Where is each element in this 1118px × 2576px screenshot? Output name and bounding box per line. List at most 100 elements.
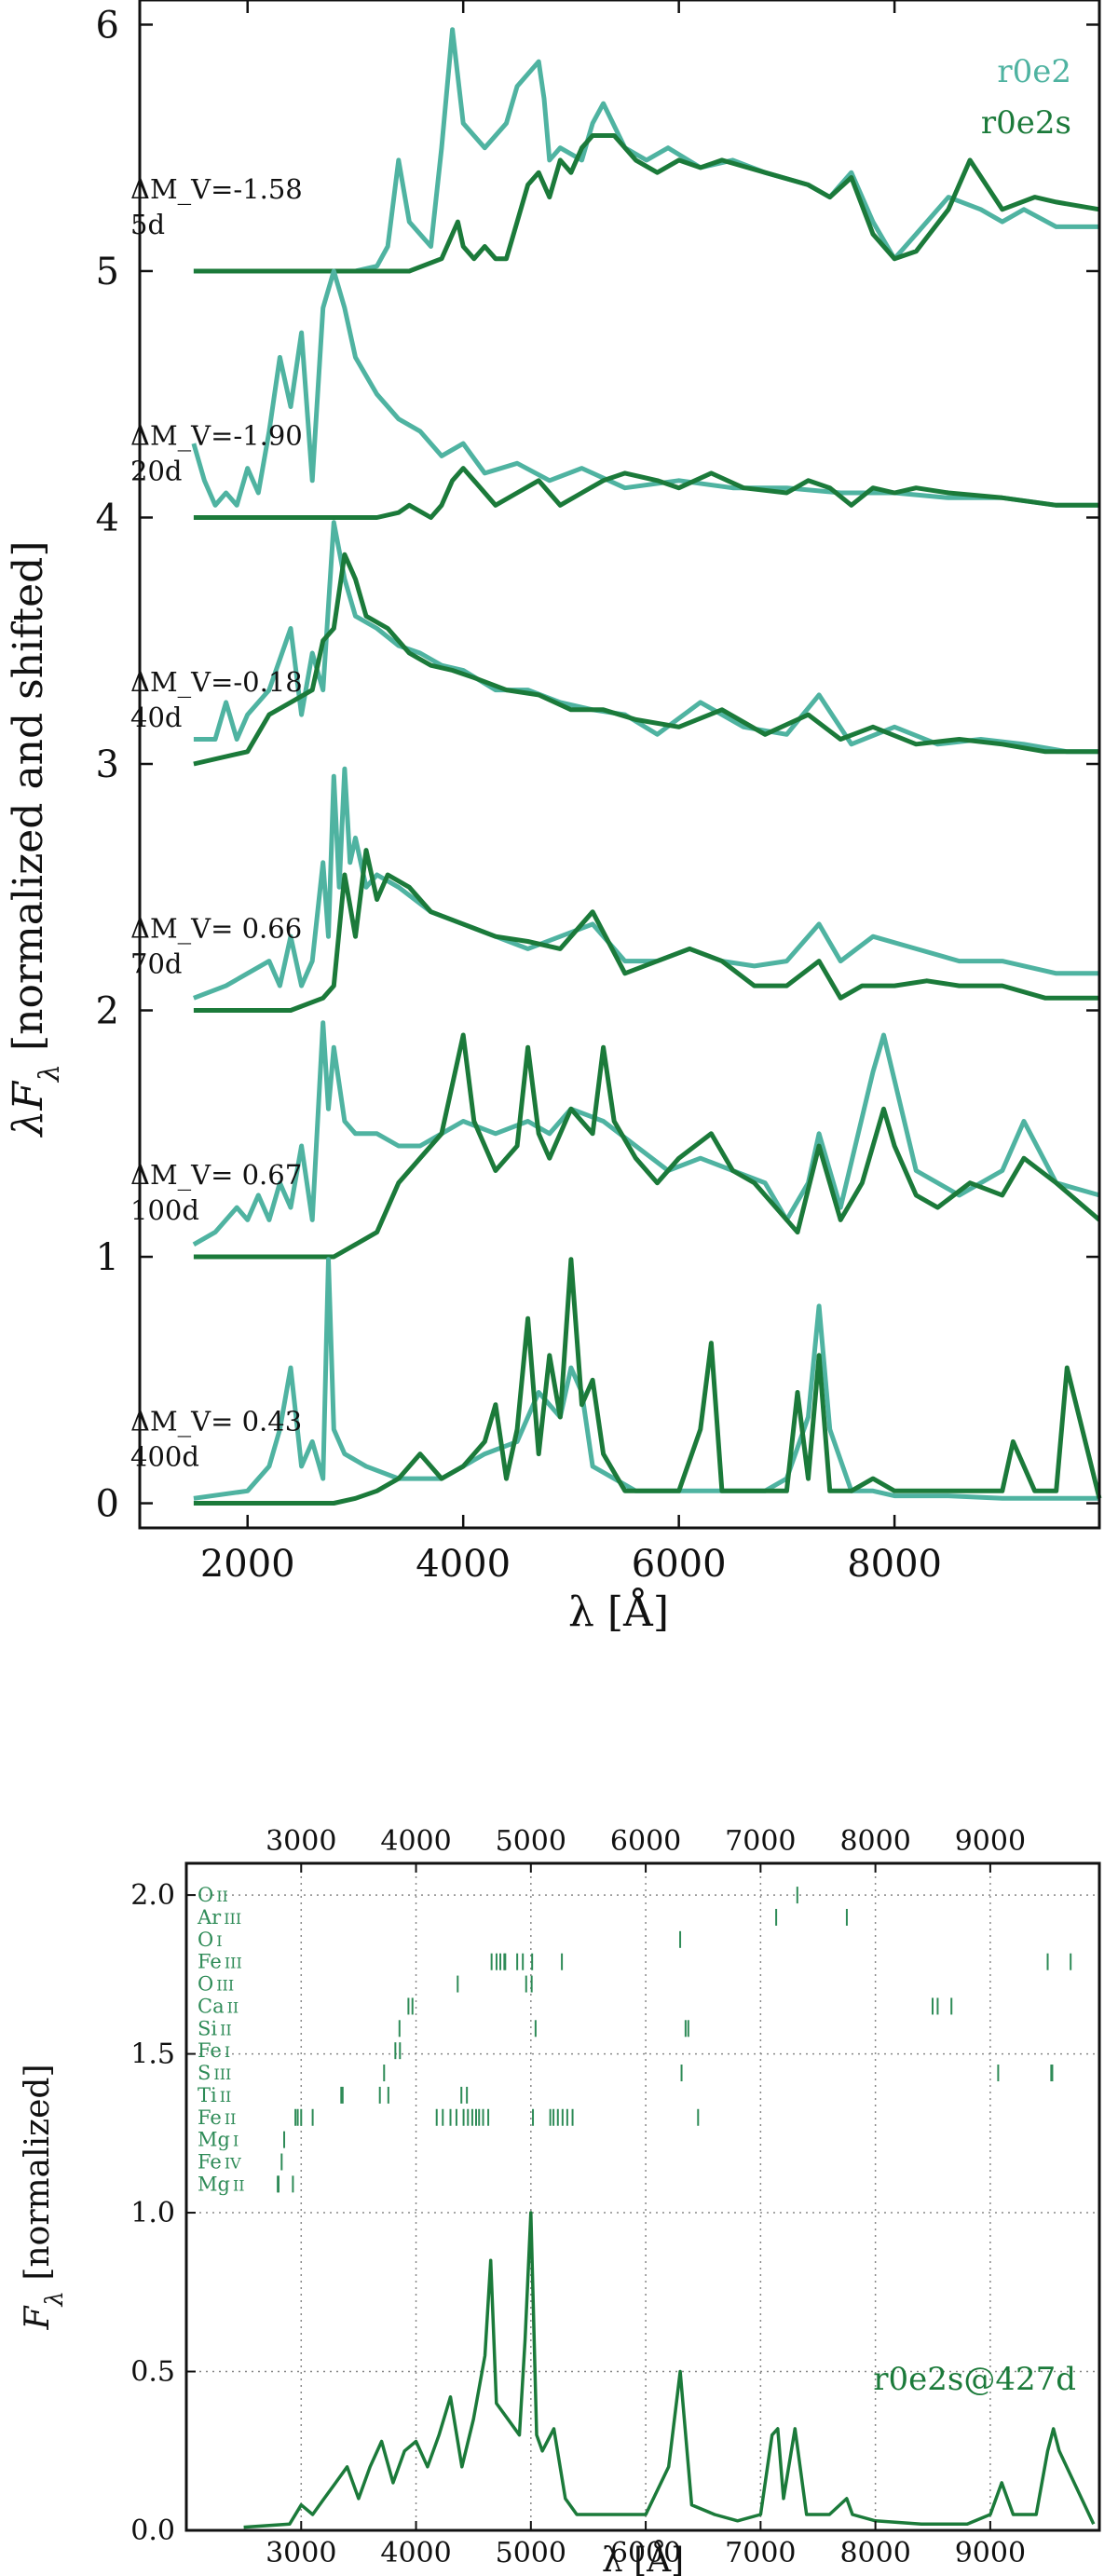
delta-mv-label: ΔM_V=-1.90: [130, 419, 303, 452]
bottom-top-tick-label: 3000: [266, 1825, 336, 1858]
delta-mv-label: ΔM_V= 0.43: [130, 1406, 302, 1438]
top-axes-frame: [138, 0, 1101, 1530]
ion-stage: II: [220, 2088, 232, 2106]
epoch-age-label: 20d: [130, 455, 182, 486]
bottom-top-tick-label: 5000: [496, 1825, 566, 1858]
ion-label: Mg II: [198, 2173, 245, 2195]
top-line-r0e2s-100d: [193, 1032, 1101, 1260]
bottom-top-tick-label: 9000: [955, 1825, 1026, 1858]
bottom-axes-frame: [184, 1861, 1101, 2532]
ion-label: O II: [198, 1884, 228, 1906]
bottom-y-tick-label: 0.5: [130, 2356, 175, 2389]
bottom-x-tick-label: 7000: [725, 2537, 796, 2569]
delta-mv-label: ΔM_V=-0.18: [130, 666, 303, 699]
bottom-y-label-rest: [normalized]: [19, 2064, 57, 2291]
ion-stage: II: [216, 1888, 228, 1905]
ion-label: Fe III: [198, 1951, 242, 1973]
bottom-y-axis-label: Fλ [normalized]: [19, 2064, 69, 2330]
top-y-tick-label: 0: [96, 1483, 119, 1526]
top-y-label-main: λF: [5, 1081, 52, 1138]
bottom-annotation: r0e2s@427d: [873, 2361, 1076, 2398]
bottom-x-tick-label: 5000: [496, 2537, 566, 2569]
top-y-tick-label: 2: [96, 990, 119, 1033]
bottom-spectrum-line: [243, 2211, 1096, 2529]
top-line-r0e2-400d: [193, 1257, 1099, 1501]
top-y-label-sub: λ: [34, 1064, 66, 1083]
top-x-axis-label: λ [Å]: [568, 1587, 669, 1636]
bottom-grid: [186, 1863, 1099, 2531]
delta-mv-label: ΔM_V=-1.58: [130, 173, 303, 206]
epoch-age-label: 40d: [130, 702, 182, 733]
bottom-y-tick-label: 2.0: [130, 1879, 175, 1912]
ion-label: Fe IV: [198, 2150, 241, 2173]
bottom-y-tick-label: 1.0: [130, 2197, 175, 2229]
top-y-tick-label: 6: [96, 4, 119, 47]
top-y-tick-label: 3: [96, 743, 119, 786]
ion-label: Mg I: [198, 2129, 239, 2151]
top-x-tick-label: 2000: [200, 1543, 295, 1586]
top-x-tick-label: 4000: [416, 1543, 511, 1586]
ion-stage: II: [233, 2176, 245, 2194]
ion-stage: I: [225, 2043, 230, 2061]
ion-stage: IV: [225, 2154, 241, 2172]
bottom-x-tick-label: 9000: [955, 2537, 1026, 2569]
bottom-x-tick-label: 8000: [839, 2537, 910, 2569]
ion-stage: II: [225, 2110, 237, 2128]
epoch-age-label: 100d: [130, 1194, 199, 1226]
bottom-y-label-main: F: [19, 2305, 57, 2331]
bottom-ticks: 3000 4000 5000 6000 7000 8000 9000 3000 4000 5000…: [130, 1825, 1026, 2569]
ion-label: Ar III: [197, 1906, 241, 1929]
bottom-x-tick-label: 6000: [610, 2537, 681, 2569]
ion-stage: II: [220, 2021, 232, 2038]
bottom-x-tick-label: 3000: [266, 2537, 336, 2569]
epoch-age-label: 70d: [130, 948, 182, 980]
ion-label: O III: [198, 1973, 234, 1996]
top-line-r0e2s-40d: [193, 552, 1099, 767]
top-x-tick-label: 8000: [847, 1543, 942, 1586]
bottom-y-tick-label: 1.5: [130, 2038, 175, 2071]
bottom-series-lines: [243, 2211, 1096, 2529]
ion-label: Ca II: [198, 1995, 239, 2017]
delta-mv-label: ΔM_V= 0.66: [130, 913, 302, 946]
top-line-r0e2s-400d: [193, 1257, 1102, 1506]
top-y-tick-label: 4: [96, 497, 119, 539]
ion-stage: III: [213, 2065, 231, 2083]
ion-label: Si II: [198, 2017, 232, 2039]
top-y-axis-label: λFλ [normalized and shifted]: [5, 541, 66, 1138]
ion-stage: I: [216, 1932, 222, 1950]
top-line-r0e2-5d: [193, 27, 1099, 274]
legend-r0e2s: r0e2s: [981, 104, 1071, 142]
top-series-lines: [191, 27, 1102, 1506]
ion-stage: I: [233, 2133, 239, 2150]
top-x-tick-label: 6000: [632, 1543, 727, 1586]
epoch-age-label: 400d: [130, 1441, 199, 1473]
ion-label: S III: [198, 2062, 231, 2084]
top-y-tick-label: 5: [96, 251, 119, 293]
bottom-y-tick-label: 0.0: [130, 2515, 175, 2547]
ion-stage: II: [227, 1998, 239, 2016]
ion-stage: III: [216, 1977, 234, 1995]
ion-stage: III: [224, 1910, 241, 1928]
top-line-r0e2-40d: [193, 520, 1099, 755]
bottom-top-tick-label: 6000: [610, 1825, 681, 1858]
top-line-r0e2s-5d: [193, 133, 1100, 274]
top-y-label-rest: [normalized and shifted]: [5, 541, 52, 1065]
top-ticks: 2000 4000 6000 8000 0 1 2 3 4 5 6: [96, 0, 1099, 1586]
top-line-r0e2-20d: [191, 268, 1099, 508]
top-line-r0e2-100d: [192, 1020, 1100, 1247]
epoch-age-label: 5d: [130, 209, 165, 240]
bottom-top-tick-label: 7000: [725, 1825, 796, 1858]
bottom-y-label-sub: λ: [41, 2291, 69, 2307]
bottom-top-tick-label: 4000: [380, 1825, 451, 1858]
ion-stage: III: [225, 1955, 242, 1972]
bottom-top-tick-label: 8000: [839, 1825, 910, 1858]
top-line-r0e2s-20d: [193, 466, 1099, 520]
bottom-x-axis-label: λ [Å]: [602, 2541, 684, 2576]
bottom-x-tick-label: 4000: [380, 2537, 451, 2569]
